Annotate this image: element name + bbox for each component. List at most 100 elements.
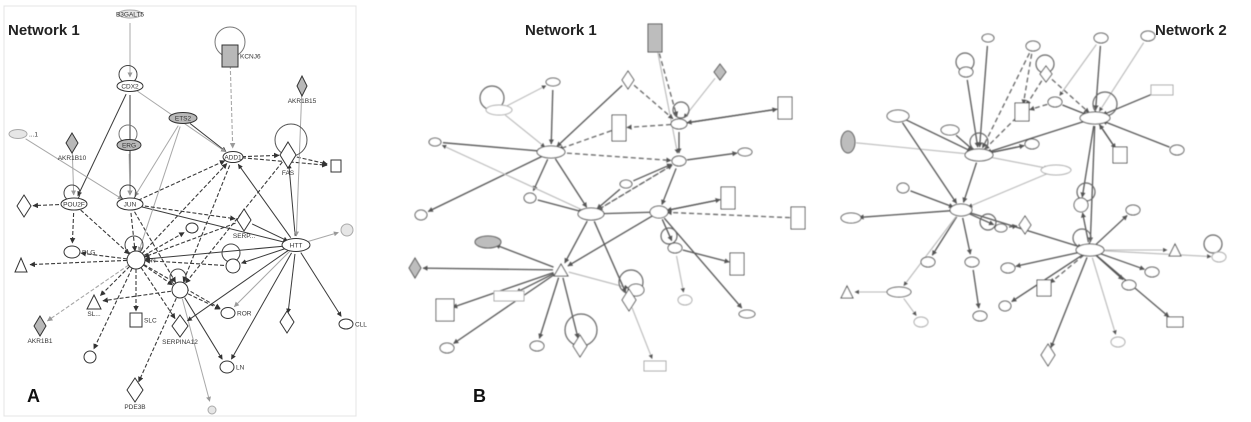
network-b-right xyxy=(840,30,1227,367)
network-node xyxy=(1140,30,1156,42)
edge xyxy=(663,217,743,309)
self-loop xyxy=(672,101,690,119)
edge xyxy=(1080,125,1095,198)
edge xyxy=(1059,44,1097,96)
node-mid xyxy=(171,281,189,299)
panel-a-frame xyxy=(3,5,357,417)
network-node xyxy=(1079,111,1111,125)
panel-b-background xyxy=(405,6,1251,378)
network-node xyxy=(1121,279,1137,291)
network-node xyxy=(428,137,442,147)
edge xyxy=(453,273,555,345)
network-node xyxy=(545,77,561,87)
edge xyxy=(966,79,980,148)
network-node xyxy=(1000,262,1016,274)
edge xyxy=(986,155,1049,170)
network-node xyxy=(493,290,525,302)
network-node xyxy=(720,186,736,210)
network-node xyxy=(886,109,910,123)
network-node xyxy=(790,206,806,230)
edge xyxy=(137,160,226,201)
network-node xyxy=(621,70,635,90)
network-node xyxy=(1047,96,1063,108)
edge xyxy=(666,209,791,219)
network-node xyxy=(643,360,667,372)
edge xyxy=(141,163,228,254)
edge xyxy=(186,249,289,322)
network-node xyxy=(1166,316,1184,328)
edge xyxy=(134,125,179,197)
edge xyxy=(554,158,588,208)
network-node xyxy=(474,235,502,249)
node-elf xyxy=(185,222,199,234)
edge xyxy=(130,212,138,252)
edge xyxy=(568,271,629,290)
edge xyxy=(903,216,957,286)
node-label: TN xyxy=(147,257,156,264)
node-rn xyxy=(330,159,342,173)
network-node xyxy=(1144,266,1160,278)
edge xyxy=(138,297,177,383)
network-node xyxy=(1036,279,1052,297)
edge xyxy=(1101,120,1170,148)
network-b-diagram xyxy=(405,6,1251,378)
network-b-right-edges xyxy=(854,42,1223,349)
edge xyxy=(1091,257,1117,335)
network-node xyxy=(777,96,793,120)
node-dlg: DLG xyxy=(63,245,95,259)
edge xyxy=(181,298,211,402)
node-fas: FAS xyxy=(279,141,297,177)
edge xyxy=(593,221,627,294)
node-label: ERG xyxy=(122,142,136,149)
node-label: AKR1B1 xyxy=(28,338,53,345)
edge xyxy=(138,205,288,245)
node-label: CLL xyxy=(355,321,367,328)
node-akr1b10: AKR1B10 xyxy=(58,132,87,162)
network-node xyxy=(713,63,727,81)
network-node xyxy=(1018,215,1032,235)
node-label: ADD1 xyxy=(224,154,242,161)
edge xyxy=(538,277,560,339)
network-node xyxy=(840,212,862,224)
network-node xyxy=(1039,65,1053,83)
network-node xyxy=(523,192,537,204)
node-bot xyxy=(207,405,217,415)
edge xyxy=(144,258,225,266)
node-serp: SERP... xyxy=(233,208,255,240)
node-erg: ERG xyxy=(116,139,142,151)
edge xyxy=(71,151,77,196)
self-loop xyxy=(1203,234,1223,254)
node-ln: LN xyxy=(219,360,245,374)
edge xyxy=(286,253,296,314)
edge xyxy=(1025,80,1043,106)
network-node xyxy=(1073,197,1089,213)
edge xyxy=(427,154,545,213)
network-node xyxy=(1093,32,1109,44)
network-node xyxy=(621,288,637,312)
edge xyxy=(237,163,292,238)
network-node xyxy=(553,263,569,277)
edge xyxy=(99,265,131,297)
edge xyxy=(230,252,293,360)
node-label: LN xyxy=(236,364,245,371)
node-akr1b15: AKR1B15 xyxy=(288,74,317,105)
edge xyxy=(80,209,130,255)
node-label: POU2F xyxy=(63,201,85,208)
node-akr1b1: AKR1B1 xyxy=(28,315,53,345)
edge xyxy=(182,165,231,283)
network-node xyxy=(940,124,960,136)
edge xyxy=(127,153,133,196)
node-label: ROR xyxy=(237,310,252,317)
edge xyxy=(137,126,181,252)
node-pcdh xyxy=(225,258,241,274)
node-label: SERPINA12 xyxy=(162,339,198,346)
edge xyxy=(972,269,981,309)
node-label: CDX2 xyxy=(121,83,139,90)
edge xyxy=(189,123,227,152)
network-node xyxy=(964,256,980,268)
network-node xyxy=(671,155,687,167)
edge xyxy=(548,89,554,145)
node-pou2f: POU2F xyxy=(60,197,88,211)
edge xyxy=(515,272,555,294)
network-node xyxy=(1168,242,1182,257)
